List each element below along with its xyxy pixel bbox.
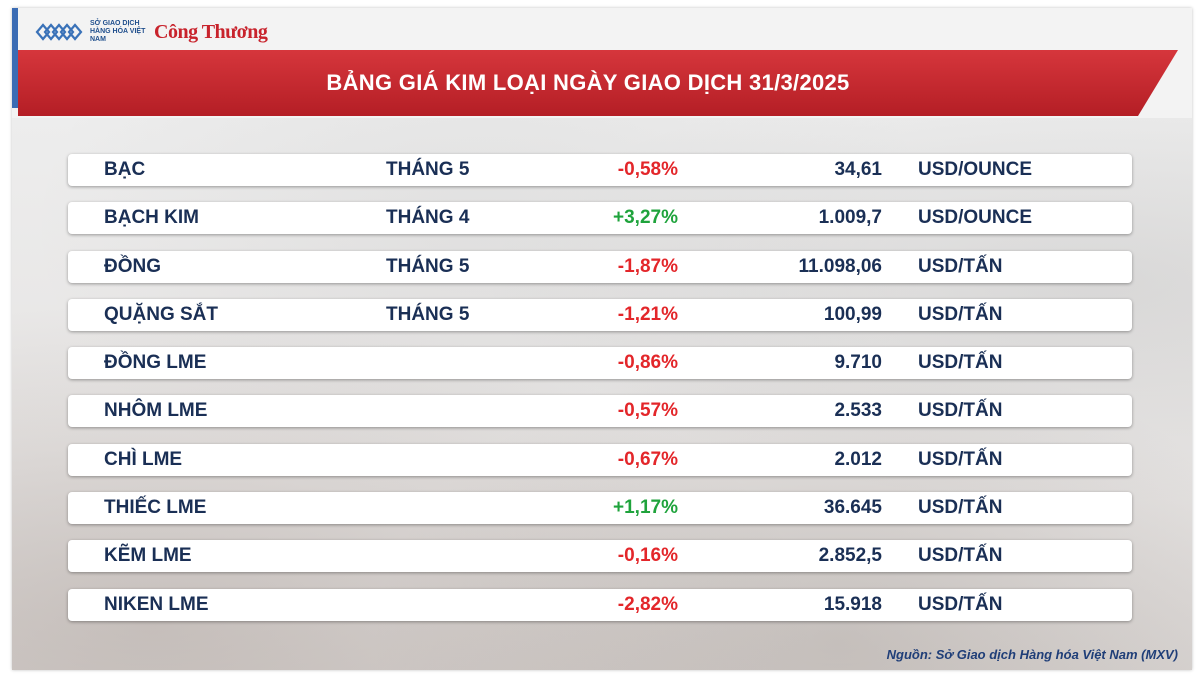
mxv-logo-icon xyxy=(34,19,84,45)
brand-logo: Công Thương xyxy=(154,20,268,43)
price-change: -0,16% xyxy=(617,545,678,567)
price-change: +1,17% xyxy=(613,497,678,519)
price-change: -1,87% xyxy=(617,255,678,277)
price-unit: USD/TẤN xyxy=(918,497,1003,519)
metal-name: NIKEN LME xyxy=(104,593,209,615)
price-table: BẠC THÁNG 5 -0,58% 34,61 USD/OUNCE BẠCH KIM TH… xyxy=(68,154,1132,637)
price-value: 2.012 xyxy=(834,448,882,470)
table-row: NIKEN LME -2,82% 15.918 USD/TẤN xyxy=(68,588,1132,621)
table-row: ĐỒNG THÁNG 5 -1,87% 11.098,06 USD/TẤN xyxy=(68,250,1132,283)
metal-name: QUẶNG SẮT xyxy=(104,303,218,325)
price-value: 2.533 xyxy=(834,400,882,422)
header-ribbon xyxy=(18,50,1178,116)
metal-name: ĐỒNG xyxy=(104,255,161,277)
org-name: SỞ GIAO DỊCH HÀNG HÓA VIỆT NAM xyxy=(90,20,146,43)
price-change: -2,82% xyxy=(617,593,678,615)
price-value: 15.918 xyxy=(823,593,882,615)
price-value: 9.710 xyxy=(834,352,882,374)
metal-name: NHÔM LME xyxy=(104,400,208,422)
price-change: -0,58% xyxy=(617,159,678,180)
metal-name: ĐỒNG LME xyxy=(104,352,207,374)
price-value: 2.852,5 xyxy=(818,545,882,567)
left-accent-bar xyxy=(12,8,18,108)
price-value: 36.645 xyxy=(823,497,882,519)
price-change: -0,67% xyxy=(617,448,678,470)
price-value: 34,61 xyxy=(834,159,882,180)
table-row: ĐỒNG LME -0,86% 9.710 USD/TẤN xyxy=(68,347,1132,380)
price-unit: USD/TẤN xyxy=(918,400,1003,422)
logo-area: SỞ GIAO DỊCH HÀNG HÓA VIỆT NAM Công Thươ… xyxy=(34,14,268,50)
source-note: Nguồn: Sở Giao dịch Hàng hóa Việt Nam (M… xyxy=(886,647,1178,662)
table-row: NHÔM LME -0,57% 2.533 USD/TẤN xyxy=(68,395,1132,428)
table-row: KẼM LME -0,16% 2.852,5 USD/TẤN xyxy=(68,540,1132,573)
header-band: BẢNG GIÁ KIM LOẠI NGÀY GIAO DỊCH 31/3/20… xyxy=(18,50,1178,116)
metal-name: KẼM LME xyxy=(104,545,192,567)
price-unit: USD/TẤN xyxy=(918,545,1003,567)
table-row: THIẾC LME +1,17% 36.645 USD/TẤN xyxy=(68,492,1132,525)
metal-name: CHÌ LME xyxy=(104,448,183,470)
contract-month: THÁNG 5 xyxy=(386,159,470,180)
price-change: +3,27% xyxy=(613,207,678,229)
price-unit: USD/OUNCE xyxy=(918,207,1033,229)
price-value: 100,99 xyxy=(823,303,882,325)
infographic-frame: SỞ GIAO DỊCH HÀNG HÓA VIỆT NAM Công Thươ… xyxy=(12,8,1192,670)
contract-month: THÁNG 4 xyxy=(386,207,470,229)
table-row: CHÌ LME -0,67% 2.012 USD/TẤN xyxy=(68,443,1132,476)
price-unit: USD/OUNCE xyxy=(918,159,1033,180)
price-change: -0,57% xyxy=(617,400,678,422)
metal-name: THIẾC LME xyxy=(104,497,207,519)
price-value: 1.009,7 xyxy=(818,207,882,229)
price-unit: USD/TẤN xyxy=(918,593,1003,615)
contract-month: THÁNG 5 xyxy=(386,255,470,277)
table-row: QUẶNG SẮT THÁNG 5 -1,21% 100,99 USD/TẤN xyxy=(68,298,1132,331)
price-change: -1,21% xyxy=(617,303,678,325)
price-change: -0,86% xyxy=(617,352,678,374)
price-unit: USD/TẤN xyxy=(918,303,1003,325)
table-row: BẠCH KIM THÁNG 4 +3,27% 1.009,7 USD/OUNCE xyxy=(68,202,1132,235)
metal-name: BẠC xyxy=(104,159,146,180)
price-unit: USD/TẤN xyxy=(918,352,1003,374)
page-title: BẢNG GIÁ KIM LOẠI NGÀY GIAO DỊCH 31/3/20… xyxy=(326,70,850,95)
price-value: 11.098,06 xyxy=(798,255,882,277)
table-row: BẠC THÁNG 5 -0,58% 34,61 USD/OUNCE xyxy=(68,154,1132,186)
metal-name: BẠCH KIM xyxy=(104,207,199,229)
price-unit: USD/TẤN xyxy=(918,448,1003,470)
price-unit: USD/TẤN xyxy=(918,255,1003,277)
contract-month: THÁNG 5 xyxy=(386,303,470,325)
